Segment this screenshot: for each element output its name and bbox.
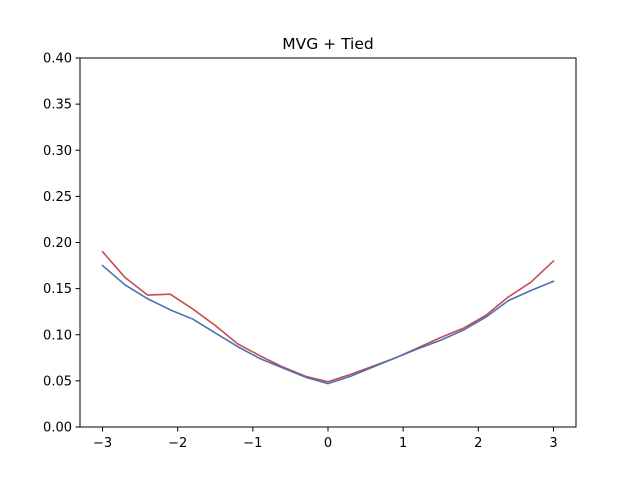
- y-tick-label: 0.30: [43, 144, 72, 159]
- x-tick-label: 2: [474, 436, 482, 451]
- x-tick-label: −1: [243, 436, 262, 451]
- x-tick-label: 1: [399, 436, 407, 451]
- chart-title: MVG + Tied: [282, 35, 374, 53]
- plot-frame: [79, 57, 577, 428]
- y-tick-label: 0.35: [43, 98, 72, 113]
- series-layer: [101, 250, 555, 385]
- y-tick-label: 0.05: [43, 374, 72, 389]
- x-axis: −3 −2 −1 0 1 2 3: [93, 427, 558, 451]
- series-line-1: [101, 250, 555, 383]
- x-tick-label: 0: [324, 436, 332, 451]
- y-tick-label: 0.25: [43, 190, 72, 205]
- y-axis: 0.00 0.05 0.10 0.15 0.20 0.25 0.30 0.35 0.40: [43, 52, 80, 436]
- x-tick-label: −3: [93, 436, 112, 451]
- y-tick-label: 0.10: [43, 328, 72, 343]
- y-tick-label: 0.20: [43, 236, 72, 251]
- y-tick-label: 0.40: [43, 52, 72, 67]
- x-tick-label: −2: [168, 436, 187, 451]
- x-tick-label: 3: [549, 436, 557, 451]
- y-tick-label: 0.15: [43, 282, 72, 297]
- y-tick-label: 0.00: [43, 421, 72, 436]
- series-line-2: [101, 264, 555, 385]
